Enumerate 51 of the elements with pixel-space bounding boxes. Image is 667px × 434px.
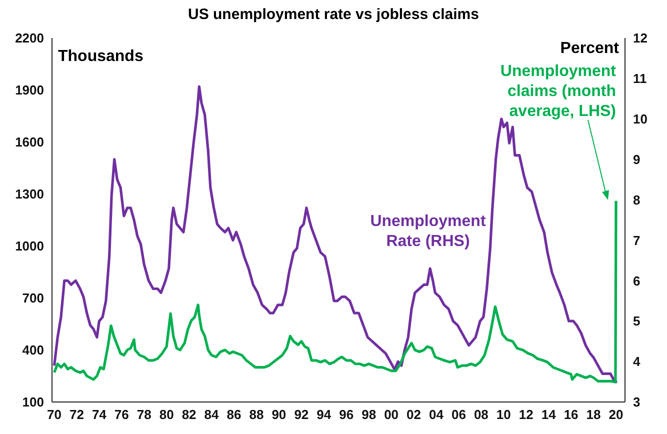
- y2-tick-label: 9: [633, 152, 640, 167]
- x-tick-label: 16: [564, 407, 578, 422]
- y-axis-title: Thousands: [58, 48, 144, 66]
- x-tick-label: 12: [518, 407, 534, 422]
- y2-tick-label: 4: [633, 354, 641, 370]
- x-tick-label: 02: [406, 407, 422, 422]
- x-tick-label: 18: [586, 407, 601, 422]
- y2-tick-label: 3: [633, 394, 640, 410]
- y-tick-label: 1300: [15, 186, 44, 202]
- y2-tick-label: 10: [633, 112, 648, 127]
- y2-tick-label: 6: [633, 273, 640, 288]
- x-tick-label: 72: [69, 407, 84, 422]
- x-tick-label: 94: [316, 407, 332, 422]
- y-tick-label: 1900: [15, 82, 44, 98]
- x-tick-label: 88: [249, 407, 264, 422]
- y2-tick-label: 11: [633, 71, 647, 86]
- x-tick-label: 14: [541, 407, 557, 422]
- y-tick-label: 400: [22, 342, 44, 358]
- x-tick-label: 70: [47, 407, 62, 422]
- x-tick-label: 86: [226, 407, 242, 422]
- y2-tick-label: 12: [633, 30, 648, 46]
- x-tick-label: 96: [339, 407, 354, 422]
- x-tick-label: 06: [451, 407, 466, 422]
- x-tick-label: 92: [294, 407, 309, 422]
- x-tick-label: 08: [474, 407, 488, 422]
- x-tick-label: 76: [114, 407, 129, 422]
- y2-tick-label: 8: [633, 192, 640, 208]
- y2-tick-label: 5: [633, 314, 640, 329]
- x-tick-label: 10: [496, 407, 511, 422]
- line-series: [52, 200, 618, 384]
- text: Unemployment claims (month average, LHS): [499, 62, 616, 122]
- y-tick-label: 2200: [15, 30, 44, 46]
- y-tick-label: 1600: [15, 134, 44, 150]
- x-tick-label: 00: [384, 407, 399, 422]
- x-tick-label: 90: [272, 407, 286, 422]
- x-tick-label: 78: [136, 407, 152, 422]
- x-tick-label: 74: [92, 407, 108, 422]
- series-label: Unemployment Rate (RHS): [369, 212, 487, 252]
- y-tick-label: 100: [22, 394, 44, 410]
- chart-title: US unemployment rate vs jobless claims: [187, 6, 480, 23]
- y-tick-label: 700: [22, 290, 44, 306]
- line-series: [52, 85, 618, 384]
- x-tick-label: 04: [429, 407, 444, 422]
- y2-axis-title: Percent: [560, 40, 619, 58]
- x-tick-label: 84: [204, 407, 220, 422]
- y-tick-label: 1000: [15, 238, 44, 254]
- x-tick-label: 82: [182, 407, 196, 422]
- y2-tick-label: 7: [633, 232, 640, 248]
- x-tick-label: 98: [362, 407, 376, 422]
- x-tick-label: 20: [608, 407, 624, 422]
- x-tick-label: 80: [159, 407, 174, 422]
